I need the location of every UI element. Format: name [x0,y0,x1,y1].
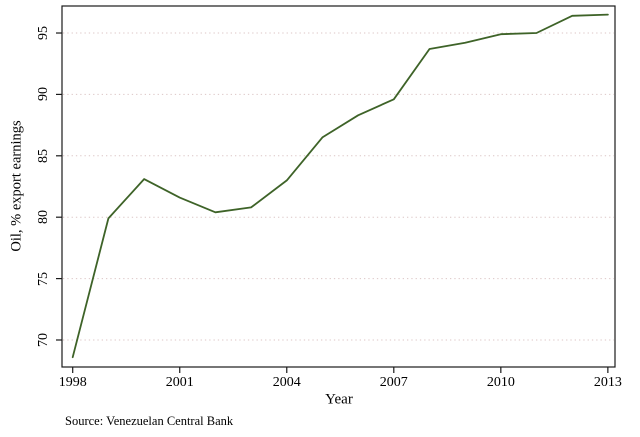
y-tick-label-90: 90 [36,87,51,102]
data-line-oil-share [71,13,609,359]
y-axis-title: Oil, % export earnings [8,120,25,252]
y-tick-label-85: 85 [36,148,51,163]
y-tick-label-75: 75 [36,271,51,286]
y-tick-label-80: 80 [36,210,51,225]
source-note: Source: Venezuelan Central Bank [65,414,234,428]
x-tick-label-2010: 2010 [486,375,515,390]
y-tick-label-70: 70 [36,332,51,347]
x-tick-label-2013: 2013 [593,375,622,390]
x-tick-label-2007: 2007 [379,375,408,390]
x-tick-label-2004: 2004 [272,375,301,390]
x-tick-label-2001: 2001 [165,375,194,390]
plot-border [61,5,616,368]
x-axis-title: Year [325,391,353,408]
y-tick-label-95: 95 [36,26,51,40]
x-tick-label-1998: 1998 [58,375,87,390]
